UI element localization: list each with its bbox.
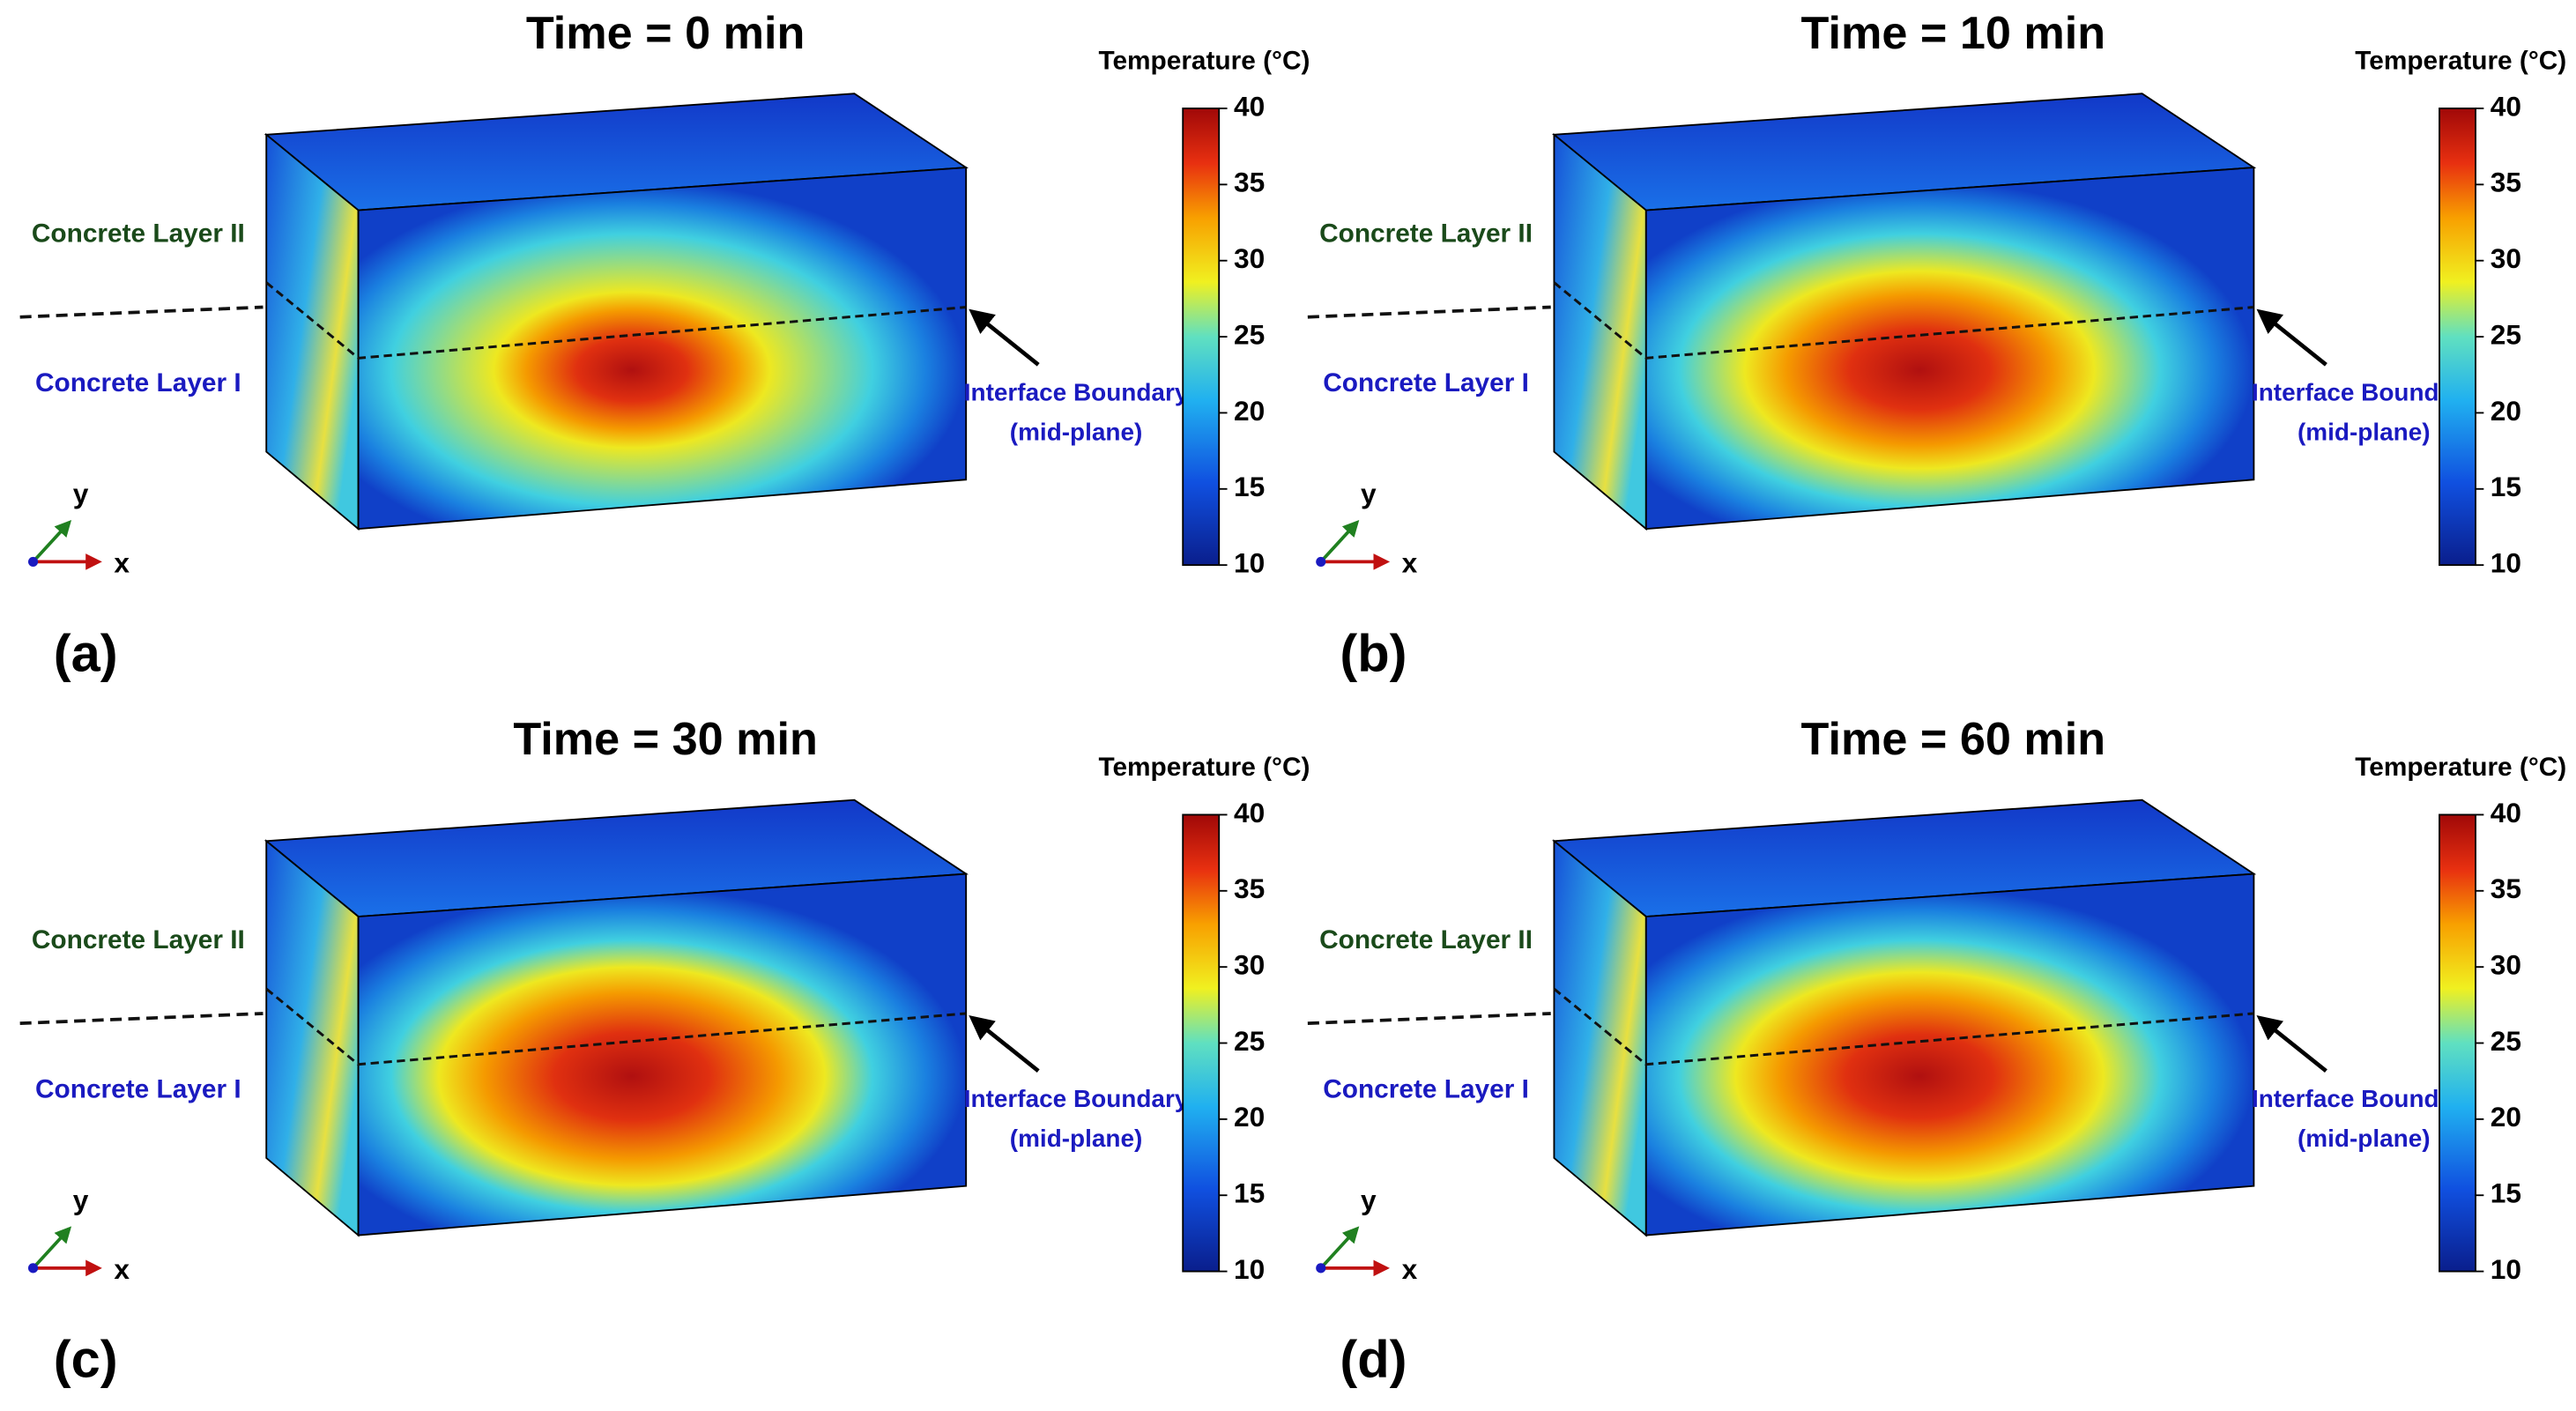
colorbar-tick-label: 20 xyxy=(2491,395,2521,427)
panel-label: (c) xyxy=(54,1330,118,1389)
interface-extension xyxy=(1307,1012,1551,1026)
interface-label: (mid-plane) xyxy=(2298,1125,2431,1152)
interface-extension xyxy=(19,305,264,319)
axis-label: y xyxy=(1361,478,1377,509)
layer-bottom-label: Concrete Layer I xyxy=(1323,1074,1529,1103)
axis-label: x xyxy=(1402,547,1418,579)
colorbar-title: Temperature (°C) xyxy=(1098,753,1310,782)
colorbar xyxy=(1182,108,1221,567)
layer-top-label: Concrete Layer II xyxy=(1319,925,1533,954)
layer-top-label: Concrete Layer II xyxy=(32,925,245,954)
panel: Time = 10 min Concrete Layer II Concrete L… xyxy=(1307,8,2566,682)
colorbar-tick-label: 40 xyxy=(1234,797,1265,828)
axis-label: x xyxy=(1402,1253,1418,1285)
colorbar xyxy=(2439,108,2476,567)
axis-label: x xyxy=(114,1253,130,1285)
axis-origin xyxy=(1316,556,1326,568)
interface-label: (mid-plane) xyxy=(1010,1125,1143,1152)
colorbar-tick-label: 15 xyxy=(2491,1177,2521,1209)
interface-extension xyxy=(1307,305,1551,319)
colorbar-title: Temperature (°C) xyxy=(1098,47,1310,76)
interface-line xyxy=(265,987,967,1066)
axis-origin xyxy=(27,556,39,568)
colorbar-tick-label: 25 xyxy=(1234,318,1265,350)
pointer-arrow xyxy=(2256,1015,2327,1073)
box-front xyxy=(357,873,968,1236)
colorbar-tick-label: 30 xyxy=(2491,949,2521,981)
axis-origin xyxy=(1316,1263,1326,1274)
layer-bottom-label: Concrete Layer I xyxy=(1323,368,1529,397)
box-front xyxy=(1644,873,2255,1236)
colorbar-tick-label: 15 xyxy=(1234,1177,1265,1209)
colorbar-tick-label: 15 xyxy=(1234,471,1265,502)
panel-label: (a) xyxy=(54,623,118,682)
colorbar-tick-label: 35 xyxy=(1234,167,1265,198)
colorbar-tick-label: 20 xyxy=(1234,1101,1265,1133)
panel-title: Time = 30 min xyxy=(513,714,818,765)
pointer-arrow xyxy=(969,308,1040,367)
axis-label: y xyxy=(73,1184,89,1216)
panel-label: (d) xyxy=(1340,1330,1407,1389)
colorbar-tick-label: 10 xyxy=(1234,547,1265,579)
panel-title: Time = 60 min xyxy=(1801,714,2106,765)
y-axis-arrow xyxy=(1319,1226,1360,1270)
y-axis-arrow xyxy=(32,519,72,563)
pointer-arrow xyxy=(2256,308,2327,367)
colorbar-tick-label: 35 xyxy=(1234,873,1265,904)
panel: Time = 30 min Concrete Layer II Concrete L… xyxy=(19,714,1310,1389)
interface-extension xyxy=(19,1012,264,1026)
interface-line xyxy=(1553,281,2254,360)
interface-label: Interface Boundary xyxy=(964,379,1189,406)
colorbar-tick-label: 20 xyxy=(1234,395,1265,427)
colorbar-tick-label: 10 xyxy=(1234,1253,1265,1285)
colorbar-title: Temperature (°C) xyxy=(2355,47,2566,76)
colorbar-tick-label: 35 xyxy=(2491,873,2521,904)
colorbar-tick-label: 25 xyxy=(2491,318,2521,350)
layer-top-label: Concrete Layer II xyxy=(32,219,245,248)
colorbar-tick-label: 10 xyxy=(2491,547,2521,579)
panel: Time = 60 min Concrete Layer II Concrete L… xyxy=(1307,714,2566,1389)
y-axis-arrow xyxy=(32,1226,72,1270)
axis-label: x xyxy=(114,547,130,579)
box-front xyxy=(1644,167,2255,531)
colorbar-tick-label: 25 xyxy=(1234,1025,1265,1057)
interface-line xyxy=(265,281,967,360)
colorbar-tick-label: 30 xyxy=(1234,949,1265,981)
colorbar-title: Temperature (°C) xyxy=(2355,753,2566,782)
interface-line xyxy=(1553,987,2254,1066)
pointer-arrow xyxy=(969,1015,1040,1073)
colorbar xyxy=(1182,813,1221,1273)
colorbar-tick-label: 15 xyxy=(2491,471,2521,502)
axis-label: y xyxy=(73,478,89,509)
colorbar-tick-label: 30 xyxy=(1234,242,1265,274)
panel-title: Time = 10 min xyxy=(1801,8,2106,59)
panel: Time = 0 min Concrete Layer II Concrete La… xyxy=(19,8,1310,682)
colorbar-tick-label: 40 xyxy=(1234,90,1265,122)
box-front xyxy=(357,167,968,531)
interface-label: Interface Boundary xyxy=(964,1085,1189,1112)
colorbar-tick-label: 30 xyxy=(2491,242,2521,274)
colorbar-tick-label: 40 xyxy=(2491,90,2521,122)
layer-bottom-label: Concrete Layer I xyxy=(35,1074,241,1103)
colorbar-tick-label: 10 xyxy=(2491,1253,2521,1285)
axis-origin xyxy=(27,1263,39,1274)
colorbar-tick-label: 20 xyxy=(2491,1101,2521,1133)
colorbar xyxy=(2439,813,2476,1273)
panel-label: (b) xyxy=(1340,623,1407,682)
y-axis-arrow xyxy=(1319,519,1360,563)
colorbar-tick-label: 35 xyxy=(2491,167,2521,198)
layer-top-label: Concrete Layer II xyxy=(1319,219,1533,248)
axis-label: y xyxy=(1361,1184,1377,1216)
interface-label: (mid-plane) xyxy=(1010,418,1143,445)
interface-label: (mid-plane) xyxy=(2298,418,2431,445)
colorbar-tick-label: 25 xyxy=(2491,1025,2521,1057)
panel-title: Time = 0 min xyxy=(526,8,805,59)
layer-bottom-label: Concrete Layer I xyxy=(35,368,241,397)
colorbar-tick-label: 40 xyxy=(2491,797,2521,828)
